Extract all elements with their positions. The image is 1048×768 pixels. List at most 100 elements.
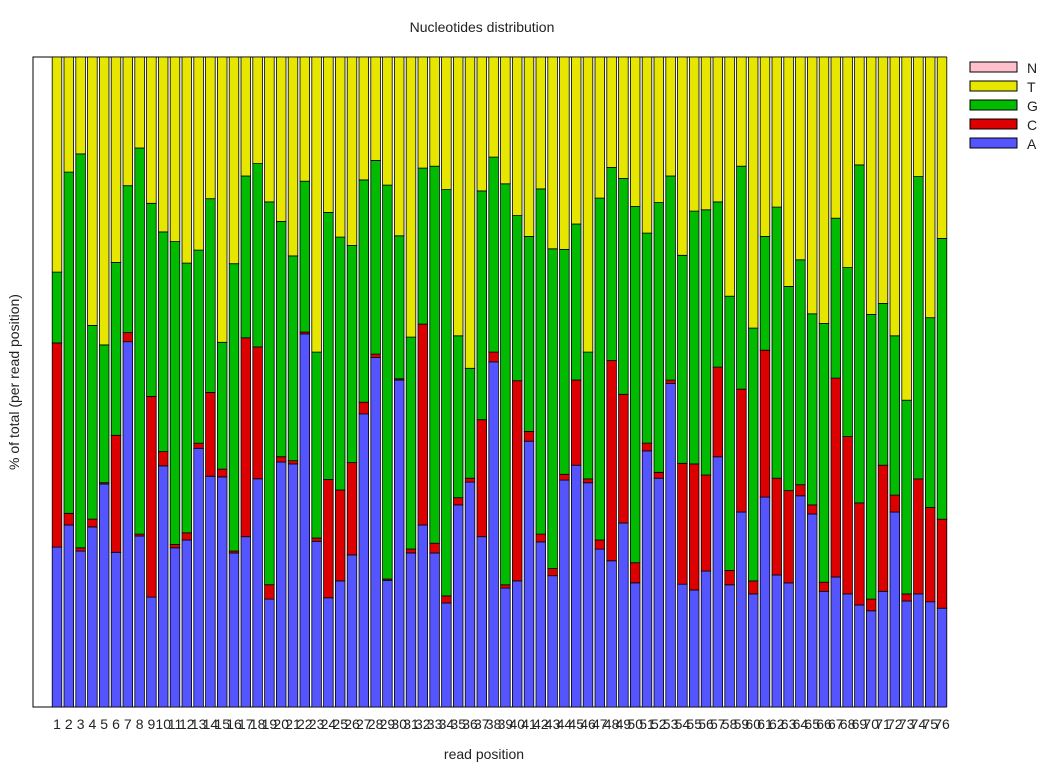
bar-segment-A-10 bbox=[157, 465, 169, 708]
bar-segment-A-47 bbox=[594, 548, 606, 708]
bar-segment-A-68 bbox=[842, 593, 853, 708]
x-tick-label: 40 bbox=[509, 716, 525, 732]
bar-segment-A-23 bbox=[311, 540, 322, 708]
bar-segment-C-61 bbox=[759, 349, 771, 498]
bar-segment-T-23 bbox=[311, 56, 322, 353]
bar-segment-T-42 bbox=[535, 56, 547, 190]
bar-segment-A-8 bbox=[134, 535, 145, 708]
x-tick-label: 56 bbox=[698, 716, 714, 732]
bar-segment-G-10 bbox=[157, 231, 169, 452]
bar-segment-G-55 bbox=[689, 210, 700, 465]
bar-segment-T-58 bbox=[724, 56, 735, 297]
bar-segment-G-20 bbox=[275, 220, 287, 458]
x-tick-label: 65 bbox=[804, 716, 820, 732]
x-tick-label: 59 bbox=[734, 716, 750, 732]
bar-segment-G-62 bbox=[771, 206, 783, 479]
bar-segment-C-33 bbox=[429, 542, 440, 554]
bar-segment-C-13 bbox=[193, 442, 204, 449]
bar-segment-C-57 bbox=[712, 366, 724, 458]
bar-segment-T-14 bbox=[205, 56, 216, 200]
bar-segment-G-45 bbox=[571, 223, 582, 381]
bar-segment-C-62 bbox=[771, 477, 783, 576]
bar-segment-A-29 bbox=[382, 579, 393, 708]
bar-segment-G-41 bbox=[523, 235, 535, 432]
bar-segment-C-11 bbox=[169, 544, 181, 549]
bar-segment-T-43 bbox=[547, 56, 558, 250]
bar-segment-G-5 bbox=[99, 344, 110, 484]
x-tick-label: 55 bbox=[686, 716, 702, 732]
bar-segment-G-48 bbox=[606, 167, 617, 362]
bar-segment-A-33 bbox=[429, 552, 440, 708]
bar-segment-G-2 bbox=[63, 171, 75, 514]
x-axis-label: read position bbox=[444, 746, 524, 762]
x-tick-labels: 1 2 3 4 5 6 7 8 9 1011121314151617181920212223242… bbox=[53, 716, 950, 732]
bars-group bbox=[51, 56, 948, 708]
x-tick-label: 28 bbox=[368, 716, 384, 732]
bar-segment-T-10 bbox=[157, 56, 169, 233]
bar-segment-A-24 bbox=[323, 597, 334, 708]
bar-segment-C-34 bbox=[441, 595, 452, 604]
bar-segment-T-68 bbox=[842, 56, 853, 269]
bar-segment-C-49 bbox=[618, 393, 629, 524]
bar-segment-G-1 bbox=[51, 271, 63, 344]
bar-segment-G-57 bbox=[712, 201, 724, 368]
x-tick-label: 10 bbox=[155, 716, 171, 732]
bar-segment-G-24 bbox=[323, 211, 334, 480]
bar-segment-A-65 bbox=[807, 513, 818, 708]
bar-segment-A-74 bbox=[913, 593, 924, 708]
bar-segment-T-38 bbox=[488, 56, 499, 158]
bar-segment-T-30 bbox=[393, 56, 405, 237]
x-tick-label: 76 bbox=[934, 716, 950, 732]
bar-segment-A-38 bbox=[488, 361, 499, 708]
bar-segment-A-22 bbox=[299, 333, 311, 708]
bar-segment-T-39 bbox=[500, 56, 511, 185]
bar-segment-C-38 bbox=[488, 351, 499, 363]
bar-segment-A-30 bbox=[393, 379, 405, 708]
legend-label-T: T bbox=[1027, 79, 1036, 95]
bar-segment-A-14 bbox=[205, 475, 216, 708]
bar-segment-C-69 bbox=[854, 502, 865, 606]
bar-segment-C-24 bbox=[323, 479, 334, 599]
chart-title: Nucleotides distribution bbox=[410, 19, 555, 35]
bar-segment-G-52 bbox=[653, 202, 665, 473]
bar-segment-T-29 bbox=[382, 56, 393, 186]
bar-segment-G-51 bbox=[641, 232, 653, 444]
x-tick-label: 19 bbox=[262, 716, 278, 732]
bar-segment-A-64 bbox=[795, 495, 806, 708]
bar-segment-T-63 bbox=[783, 56, 794, 287]
bar-segment-A-57 bbox=[712, 456, 724, 708]
bar-segment-T-3 bbox=[75, 56, 86, 155]
bar-segment-G-59 bbox=[736, 165, 747, 390]
x-tick-label: 26 bbox=[344, 716, 360, 732]
bar-segment-G-21 bbox=[287, 255, 299, 462]
bar-segment-T-25 bbox=[334, 56, 346, 238]
bar-segment-C-31 bbox=[405, 548, 417, 554]
x-tick-label: 1 bbox=[53, 716, 61, 732]
bar-segment-A-20 bbox=[275, 461, 287, 708]
bar-segment-G-61 bbox=[759, 235, 771, 351]
bar-segment-C-35 bbox=[452, 497, 464, 506]
bar-segment-G-12 bbox=[181, 262, 193, 534]
bar-segment-C-1 bbox=[51, 342, 63, 548]
x-tick-label: 3 bbox=[77, 716, 85, 732]
x-tick-label: 67 bbox=[828, 716, 844, 732]
x-tick-label: 69 bbox=[852, 716, 868, 732]
bar-segment-C-52 bbox=[653, 471, 665, 479]
bar-segment-T-76 bbox=[936, 56, 948, 239]
bar-segment-C-50 bbox=[630, 562, 641, 584]
bar-segment-C-53 bbox=[665, 379, 676, 384]
bar-segment-C-42 bbox=[535, 533, 547, 543]
bar-segment-T-48 bbox=[606, 56, 617, 168]
bar-segment-C-17 bbox=[240, 337, 252, 538]
bar-segment-G-70 bbox=[866, 313, 877, 600]
x-tick-label: 9 bbox=[148, 716, 156, 732]
bar-segment-T-35 bbox=[452, 56, 464, 337]
bar-segment-C-14 bbox=[205, 391, 216, 477]
bar-segment-T-19 bbox=[264, 56, 275, 203]
x-tick-label: 15 bbox=[214, 716, 230, 732]
bar-segment-T-12 bbox=[181, 56, 193, 264]
bar-segment-G-69 bbox=[854, 164, 865, 504]
bar-segment-C-3 bbox=[75, 547, 86, 552]
bar-segment-T-8 bbox=[134, 56, 145, 149]
x-tick-label: 45 bbox=[568, 716, 584, 732]
